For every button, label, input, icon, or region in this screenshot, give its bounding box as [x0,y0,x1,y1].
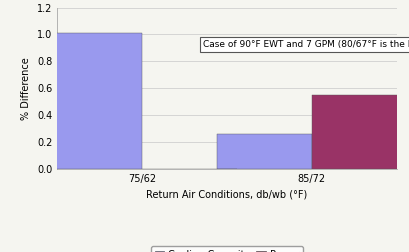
Y-axis label: % Difference: % Difference [21,57,31,120]
Text: Case of 90°F EWT and 7 GPM (80/67°F is the Baseline): Case of 90°F EWT and 7 GPM (80/67°F is t… [203,40,409,49]
Bar [217,134,312,169]
Bar [47,33,142,169]
Legend: Cooling Capacity, Power: Cooling Capacity, Power [151,246,303,252]
Bar [312,95,407,169]
X-axis label: Return Air Conditions, db/wb (°F): Return Air Conditions, db/wb (°F) [146,189,308,199]
